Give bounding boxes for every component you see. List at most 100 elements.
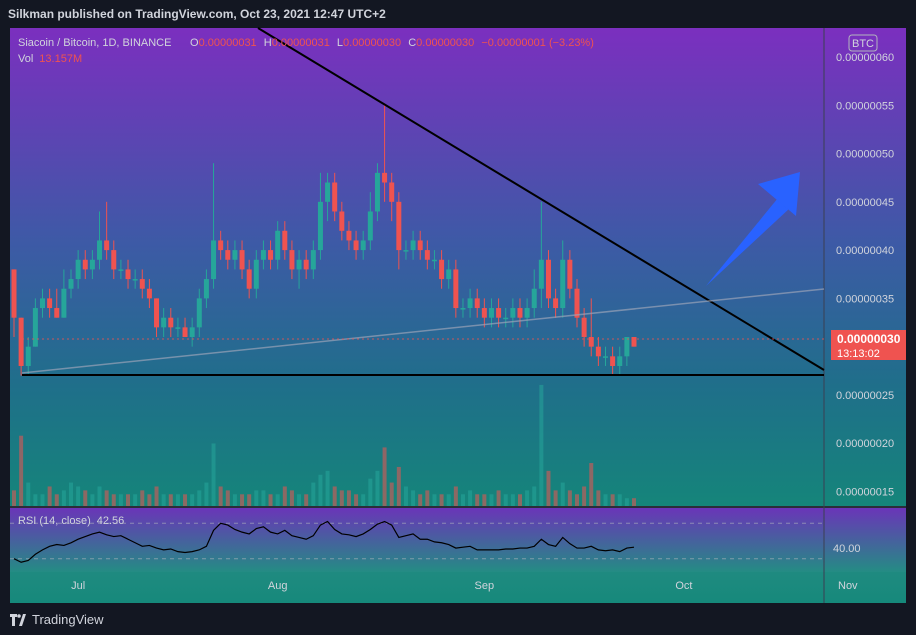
bar-countdown: 13:13:02 [837, 348, 880, 360]
candle-body [467, 298, 473, 309]
candle-body [374, 172, 380, 212]
publisher-line: Silkman published on TradingView.com, Oc… [8, 7, 386, 21]
volume-bars [12, 384, 636, 506]
candle-body [353, 240, 359, 251]
brand-name: TradingView [32, 612, 104, 627]
time-tick-label: Nov [838, 580, 858, 592]
time-tick-label: Aug [268, 580, 288, 592]
candle-body [339, 211, 345, 231]
candle-body [203, 279, 209, 299]
volume-bar [439, 494, 444, 506]
volume-bar [603, 494, 608, 506]
volume-bar [517, 494, 522, 506]
volume-bar [40, 494, 45, 506]
candle-body [567, 259, 573, 289]
volume-bar [168, 494, 173, 506]
price-tick-label: 0.00000025 [836, 390, 894, 402]
candle-body [617, 356, 623, 366]
candle-body [82, 259, 88, 270]
volume-bar [19, 435, 24, 506]
candle-body [496, 308, 502, 318]
candle-body [175, 327, 181, 329]
volume-bar [47, 486, 52, 506]
volume-bar [83, 490, 88, 506]
volume-bar [617, 494, 622, 506]
candle-body [332, 182, 338, 212]
volume-bar [54, 494, 59, 506]
candle-body [382, 172, 388, 183]
volume-bar [489, 494, 494, 506]
candle-body [453, 269, 459, 309]
currency-badge[interactable]: BTC [848, 34, 878, 52]
price-tick-label: 0.00000015 [836, 487, 894, 499]
volume-bar [425, 490, 430, 506]
volume-bar [375, 470, 380, 506]
volume-bar [26, 482, 31, 506]
rising-trendline[interactable] [21, 288, 825, 374]
candle-body [389, 182, 395, 202]
candle-body [275, 230, 281, 260]
candle-body [211, 240, 217, 280]
candle-body [581, 317, 587, 338]
candle-body [232, 250, 238, 260]
volume-bar [297, 494, 302, 506]
tradingview-logo-icon [10, 613, 26, 626]
candle-body [602, 356, 608, 358]
volume-bar [154, 486, 159, 506]
legend-symbol: Siacoin / Bitcoin, 1D, BINANCE [18, 37, 171, 49]
volume-bar [240, 494, 245, 506]
candle-body [303, 259, 309, 270]
candle-body [517, 308, 523, 318]
candle-body [296, 259, 302, 270]
candle-body [396, 201, 402, 251]
resistance-trendline[interactable] [257, 27, 825, 371]
candle-body [367, 211, 373, 241]
candle-body [40, 298, 46, 309]
volume-bar [560, 482, 565, 506]
candle-body [545, 259, 551, 299]
volume-bar [396, 466, 401, 506]
candle-body [624, 337, 630, 357]
rsi-pane [10, 520, 824, 563]
price-tick-label: 0.00000040 [836, 245, 894, 257]
volume-bar [624, 498, 629, 506]
candle-body [574, 288, 580, 318]
blue-arrow-icon[interactable] [706, 172, 800, 286]
candle-body [631, 337, 637, 347]
candle-body [75, 259, 81, 280]
time-tick-label: Jul [71, 580, 85, 592]
volume-bar [354, 494, 359, 506]
price-tick-label: 0.00000060 [836, 52, 894, 64]
volume-bar [232, 494, 237, 506]
candle-body [524, 308, 530, 318]
volume-bar [567, 490, 572, 506]
volume-bar [289, 490, 294, 506]
candle-body [560, 259, 566, 309]
volume-bar [361, 494, 366, 506]
candle-body [218, 240, 224, 251]
candle-body [25, 346, 31, 366]
tradingview-brand[interactable]: TradingView [10, 612, 104, 627]
volume-bar [254, 490, 259, 506]
volume-bar [126, 494, 131, 506]
candle-body [225, 250, 231, 260]
candle-body [474, 298, 480, 309]
candle-body [111, 250, 117, 270]
volume-bar [204, 482, 209, 506]
volume-bar [525, 490, 530, 506]
price-tick-label: 0.00000050 [836, 149, 894, 161]
volume-bar [553, 490, 558, 506]
volume-bar [389, 482, 394, 506]
candle-body [531, 288, 537, 309]
candle-body [595, 346, 601, 357]
time-axis[interactable]: Jul Aug Sep Oct Nov [71, 580, 858, 592]
volume-bar [261, 490, 266, 506]
volume-bar [403, 486, 408, 506]
volume-bar [133, 494, 138, 506]
time-axis-bg [10, 572, 906, 603]
volume-bar [304, 494, 309, 506]
volume-bar [382, 447, 387, 506]
footer-bar: TradingView [0, 605, 916, 635]
candle-body [97, 240, 103, 260]
